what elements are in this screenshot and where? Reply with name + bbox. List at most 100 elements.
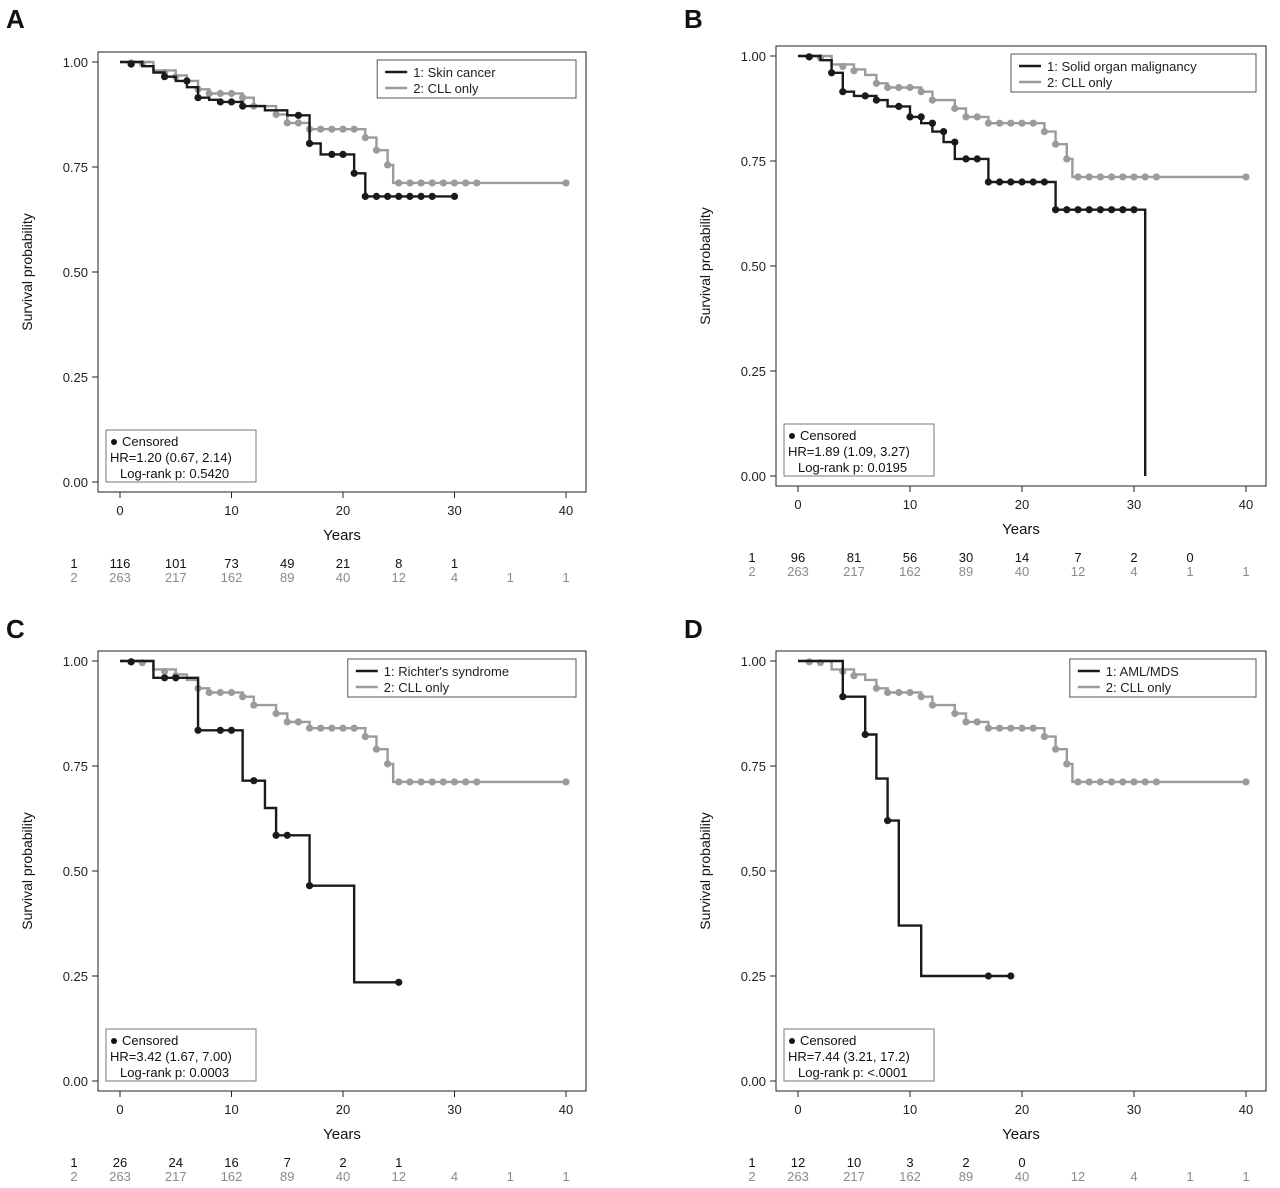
risk-count: 4 — [451, 1169, 458, 1184]
risk-count: 30 — [959, 550, 973, 565]
risk-row-label: 2 — [70, 570, 77, 585]
censor-mark-group-1 — [884, 817, 892, 825]
plot-frame — [97, 51, 587, 493]
censor-mark-group-1 — [1063, 206, 1071, 214]
legend-entry: 1: AML/MDS — [1106, 664, 1179, 679]
risk-row-label: 1 — [70, 556, 77, 571]
censor-mark-group-1 — [1085, 206, 1093, 214]
risk-count: 116 — [110, 556, 131, 571]
censor-mark-group-2 — [1040, 128, 1048, 136]
legend-entry: 2: CLL only — [384, 680, 450, 695]
risk-count: 263 — [787, 564, 809, 579]
risk-count: 12 — [392, 1169, 406, 1184]
censor-mark-group-2 — [872, 684, 881, 692]
y-tick-label: 0.25 — [63, 370, 88, 385]
censor-mark-group-1 — [828, 69, 836, 77]
risk-count: 16 — [224, 1155, 238, 1170]
logrank-text: Log-rank p: 0.0195 — [798, 460, 907, 475]
censor-mark-group-2 — [562, 778, 570, 786]
risk-count: 162 — [899, 564, 921, 579]
y-tick-label: 0.25 — [63, 969, 88, 984]
censor-mark-group-1 — [1119, 206, 1127, 214]
y-axis-label: Survival probability — [697, 207, 713, 325]
y-axis-label: Survival probability — [697, 812, 713, 930]
censor-mark-group-2 — [462, 778, 470, 786]
risk-count: 4 — [451, 570, 458, 585]
censor-mark-group-2 — [1242, 778, 1250, 786]
censor-mark-group-1 — [917, 113, 925, 121]
censor-mark-group-2 — [951, 104, 959, 113]
censor-mark-group-2 — [328, 125, 336, 133]
censor-mark-group-1 — [895, 102, 903, 110]
censor-mark-group-2 — [417, 179, 425, 187]
censor-mark-group-1 — [984, 972, 993, 980]
censor-mark-group-2 — [361, 733, 369, 741]
risk-count: 162 — [899, 1169, 921, 1184]
survival-curve-group-1 — [798, 659, 1011, 978]
hazard-ratio-text: HR=7.44 (3.21, 17.2) — [788, 1049, 910, 1064]
x-tick-label: 20 — [1015, 1102, 1029, 1117]
censor-mark-group-1 — [1108, 206, 1116, 214]
risk-count: 263 — [109, 570, 131, 585]
legend-entry: 2: CLL only — [413, 81, 479, 96]
x-tick-label: 20 — [1015, 497, 1029, 512]
censor-mark-group-1 — [951, 138, 959, 146]
censor-mark-group-2 — [384, 161, 392, 169]
censor-mark-group-1 — [417, 192, 425, 200]
y-tick-label: 0.75 — [63, 160, 88, 175]
panel-label: D — [684, 614, 703, 644]
censored-label: Censored — [122, 1033, 178, 1048]
logrank-text: Log-rank p: 0.5420 — [120, 466, 229, 481]
x-tick-label: 10 — [903, 497, 917, 512]
censor-mark-group-2 — [928, 701, 937, 709]
censor-mark-group-2 — [962, 113, 970, 121]
risk-count: 1 — [507, 570, 514, 585]
censor-mark-group-2 — [1108, 173, 1116, 181]
censor-mark-group-1 — [172, 674, 180, 682]
censor-mark-group-1 — [839, 88, 847, 96]
censor-mark-group-2 — [317, 724, 325, 732]
risk-count: 101 — [165, 556, 187, 571]
censor-mark-group-2 — [339, 724, 347, 732]
y-tick-label: 0.25 — [741, 969, 766, 984]
legend-entry: 2: CLL only — [1047, 75, 1113, 90]
censor-mark-group-1 — [1052, 206, 1060, 214]
risk-count: 162 — [221, 570, 243, 585]
risk-count: 217 — [165, 570, 187, 585]
y-tick-label: 0.50 — [63, 265, 88, 280]
plot-frame — [775, 650, 1267, 1092]
censored-label: Censored — [122, 434, 178, 449]
censor-mark-group-2 — [895, 688, 903, 697]
censor-mark-group-2 — [1007, 119, 1015, 127]
risk-count: 4 — [1130, 564, 1137, 579]
chart-panel-a: A 0.00 0.25 0.50 0.75 1.00 0 10 20 30 40 Years Survi… — [6, 4, 587, 585]
risk-count: 1 — [1242, 1169, 1249, 1184]
plot-frame — [97, 650, 587, 1092]
y-tick-label: 0.50 — [741, 259, 766, 274]
y-tick-label: 0.00 — [741, 469, 766, 484]
panel-label: B — [684, 4, 703, 34]
censor-mark-group-1 — [1029, 178, 1037, 186]
censor-mark-group-2 — [1018, 119, 1026, 127]
legend-entry: 1: Solid organ malignancy — [1047, 59, 1197, 74]
censor-mark-group-2 — [984, 724, 993, 732]
y-tick-label: 1.00 — [741, 49, 766, 64]
censor-mark-group-2 — [1074, 778, 1082, 786]
survival-curve-group-1 — [120, 659, 399, 984]
censor-mark-group-2 — [996, 119, 1004, 127]
censor-mark-group-2 — [1119, 173, 1127, 181]
censor-mark-group-2 — [372, 745, 381, 753]
y-tick-label: 0.75 — [741, 759, 766, 774]
censor-mark-group-2 — [1141, 778, 1149, 786]
plot-frame — [775, 45, 1267, 487]
censored-legend-icon — [111, 439, 117, 445]
censor-mark-group-1 — [194, 726, 202, 734]
risk-row-label: 1 — [748, 550, 755, 565]
panel-label: C — [6, 614, 25, 644]
censor-mark-group-2 — [1130, 778, 1138, 786]
risk-count: 14 — [1015, 550, 1029, 565]
censor-mark-group-2 — [227, 89, 236, 98]
risk-count: 12 — [392, 570, 406, 585]
censor-mark-group-1 — [984, 178, 993, 186]
risk-count: 81 — [847, 550, 861, 565]
